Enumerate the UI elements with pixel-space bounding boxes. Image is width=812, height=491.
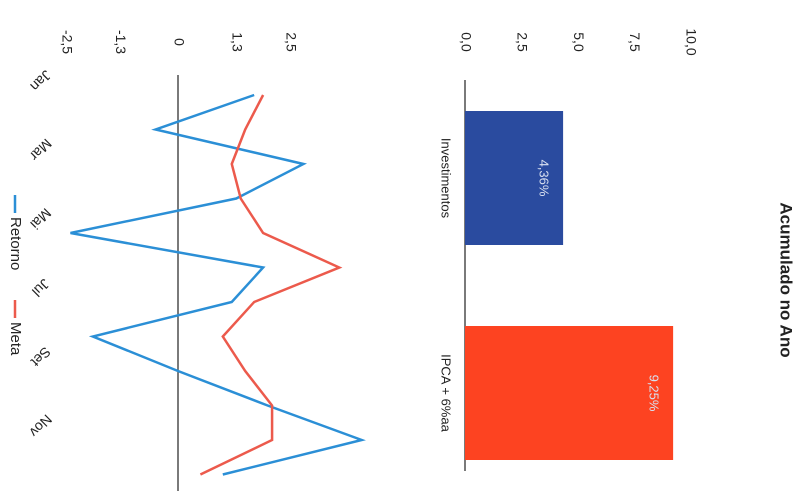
rotated-document: Acumulado no Ano 0,0 2,5 5,0 7,5 10,0 4,36% In… <box>7 28 796 491</box>
y-tick-label: -1,3 <box>113 30 129 54</box>
legend-label: Meta <box>7 322 24 356</box>
x-tick-label: Jan <box>27 67 54 94</box>
x-tick-label: Mar <box>27 136 56 165</box>
y-tick-label: 2,5 <box>283 32 299 52</box>
x-tick-label: Mai <box>27 205 54 232</box>
y-tick-label: 1,3 <box>230 32 246 52</box>
y-tick-label: 0 <box>171 38 187 46</box>
y-tick-label: -2,5 <box>59 30 75 54</box>
y-tick-label: 0,0 <box>458 32 474 52</box>
value-label: 9,25% <box>647 375 662 412</box>
y-tick-label: 7,5 <box>627 32 643 52</box>
legend-label: Retorno <box>7 217 24 270</box>
y-tick-label: 5,0 <box>571 32 587 52</box>
y-tick-label: 2,5 <box>515 32 531 52</box>
bar <box>465 111 564 245</box>
y-tick-label: 10,0 <box>683 28 699 55</box>
x-tick-label: Nov <box>26 411 55 440</box>
value-label: 4,36% <box>537 160 552 197</box>
bar <box>465 326 674 460</box>
series-line <box>199 94 343 476</box>
x-tick-label: Jul <box>29 276 53 300</box>
chart-title: Acumulado no Ano <box>777 202 796 357</box>
series-line <box>70 93 366 476</box>
x-tick-label: Investimentos <box>439 138 454 219</box>
x-tick-label: IPCA + 6%aa <box>439 354 454 432</box>
x-tick-label: Set <box>28 344 54 370</box>
